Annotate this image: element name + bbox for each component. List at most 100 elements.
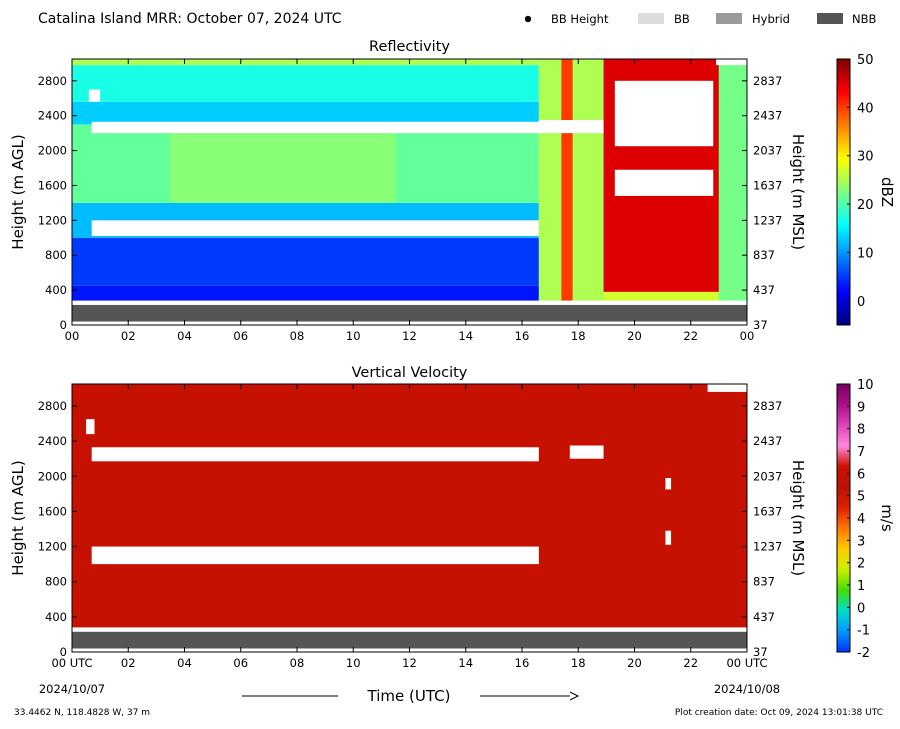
- reflectivity-cell: [72, 101, 539, 125]
- y-tick-label-left: 1200: [38, 213, 67, 227]
- legend-item-hybrid: Hybrid: [716, 12, 790, 26]
- y-tick-label-right: 2437: [753, 434, 782, 448]
- y-tick-label-left: 0: [60, 645, 67, 659]
- colorbar-tick-label: -1: [857, 624, 870, 639]
- x-tick-label: 16: [515, 656, 530, 670]
- x-tick-label: 06: [233, 329, 248, 343]
- no-data-gap: [88, 89, 101, 102]
- colorbar-tick-label: 7: [857, 445, 865, 460]
- legend-bb-height-marker: [524, 15, 532, 23]
- x-tick-label: 12: [402, 329, 417, 343]
- x-tick-label: 00 UTC: [726, 656, 767, 670]
- reflectivity-cell: [72, 65, 539, 102]
- x-tick-label: 22: [683, 329, 698, 343]
- x-tick-label: 14: [458, 656, 473, 670]
- legend-hybrid-label: Hybrid: [752, 12, 790, 26]
- station-location: 33.4462 N, 118.4828 W, 37 m: [14, 708, 150, 718]
- y-tick-label-left: 800: [45, 575, 67, 589]
- y-axis-label-right: Height (m MSL): [789, 134, 807, 250]
- x-tick-label: 02: [121, 329, 136, 343]
- y-tick-label-right: 2037: [753, 144, 782, 158]
- x-tick-label: 18: [571, 656, 586, 670]
- y-tick-label-right: 837: [753, 248, 775, 262]
- header-legend: BB Height BB Hybrid NBB: [524, 12, 876, 26]
- legend-bb-height-label: BB Height: [551, 12, 609, 26]
- legend-bb-label: BB: [674, 12, 690, 26]
- y-tick-label-left: 2400: [38, 434, 67, 448]
- y-tick-label-right: 1637: [753, 504, 782, 518]
- x-tick-label: 04: [177, 656, 192, 670]
- colorbar-label: dBZ: [878, 177, 896, 207]
- y-tick-label-left: 2000: [38, 144, 67, 158]
- colorbar-tick-label: 9: [857, 400, 865, 415]
- y-tick-label-right: 437: [753, 283, 775, 297]
- y-axis-label-right: Height (m MSL): [789, 460, 807, 576]
- legend-bb-swatch: [638, 13, 664, 24]
- y-tick-label-right: 2837: [753, 399, 782, 413]
- legend-item-nbb: NBB: [817, 12, 876, 26]
- no-data-gap: [569, 445, 604, 459]
- x-tick-label: 16: [515, 329, 530, 343]
- y-tick-label-right: 37: [753, 318, 768, 332]
- no-data-gap: [614, 80, 714, 147]
- legend-item-bb-height: BB Height: [524, 12, 609, 26]
- legend-hybrid-swatch: [716, 13, 742, 24]
- colorbar-label: m/s: [878, 504, 896, 532]
- colorbar-tick-label: 6: [857, 467, 865, 482]
- colorbar-tick-label: 5: [857, 490, 865, 505]
- y-tick-label-right: 2037: [753, 469, 782, 483]
- colorbar-tick-label: 0: [857, 601, 865, 616]
- y-tick-label-left: 2000: [38, 469, 67, 483]
- x-tick-label: 00: [740, 329, 755, 343]
- x-tick-label: 00 UTC: [51, 656, 92, 670]
- y-tick-label-right: 37: [753, 645, 768, 659]
- y-axis-label-left: Height (m AGL): [9, 460, 27, 575]
- x-tick-label: 04: [177, 329, 192, 343]
- colorbar-tick-label: -2: [857, 646, 870, 661]
- y-tick-label-right: 2437: [753, 109, 782, 123]
- no-data-gap: [707, 384, 747, 392]
- y-tick-label-left: 1200: [38, 540, 67, 554]
- y-tick-label-right: 1237: [753, 540, 782, 554]
- reflectivity-cell: [72, 59, 539, 66]
- no-data-gap: [665, 478, 672, 490]
- y-tick-label-left: 2800: [38, 74, 67, 88]
- y-tick-label-left: 2400: [38, 109, 67, 123]
- x-date-start: 2024/10/07: [39, 682, 105, 696]
- time-axis-label: Time (UTC): [367, 687, 451, 705]
- y-tick-label-right: 837: [753, 575, 775, 589]
- no-data-gap: [91, 546, 539, 565]
- x-tick-label: 00: [65, 329, 80, 343]
- reflectivity-cell: [718, 59, 747, 301]
- colorbar-tick-label: 10: [857, 378, 874, 393]
- legend-item-bb: BB: [638, 12, 690, 26]
- reflectivity-cell: [170, 124, 396, 203]
- y-tick-label-left: 800: [45, 248, 67, 262]
- colorbar-tick-label: 8: [857, 423, 865, 438]
- x-tick-label: 22: [683, 656, 698, 670]
- legend-nbb-swatch: [817, 13, 843, 24]
- colorbar-tick-label: 20: [857, 198, 874, 213]
- y-tick-label-right: 2837: [753, 74, 782, 88]
- x-tick-label: 14: [458, 329, 473, 343]
- bb-class-strip: [72, 304, 747, 322]
- no-data-gap: [716, 59, 747, 66]
- y-tick-label-left: 1600: [38, 504, 67, 518]
- colorbar-tick-label: 2: [857, 557, 865, 572]
- no-data-gap: [86, 419, 95, 435]
- x-tick-label: 06: [233, 656, 248, 670]
- figure-title: Catalina Island MRR: October 07, 2024 UT…: [38, 11, 342, 27]
- panel-title: Vertical Velocity: [352, 365, 468, 381]
- x-tick-label: 10: [346, 656, 361, 670]
- y-tick-label-right: 437: [753, 610, 775, 624]
- plot-creation-date: Plot creation date: Oct 09, 2024 13:01:3…: [675, 708, 883, 718]
- colorbar-tick-label: 0: [857, 295, 865, 310]
- x-tick-label: 08: [290, 329, 305, 343]
- no-data-gap: [538, 120, 604, 134]
- y-tick-label-right: 1237: [753, 213, 782, 227]
- reflectivity-cell: [561, 59, 573, 301]
- colorbar-tick-label: 40: [857, 101, 874, 116]
- colorbar-tick-label: 10: [857, 246, 874, 261]
